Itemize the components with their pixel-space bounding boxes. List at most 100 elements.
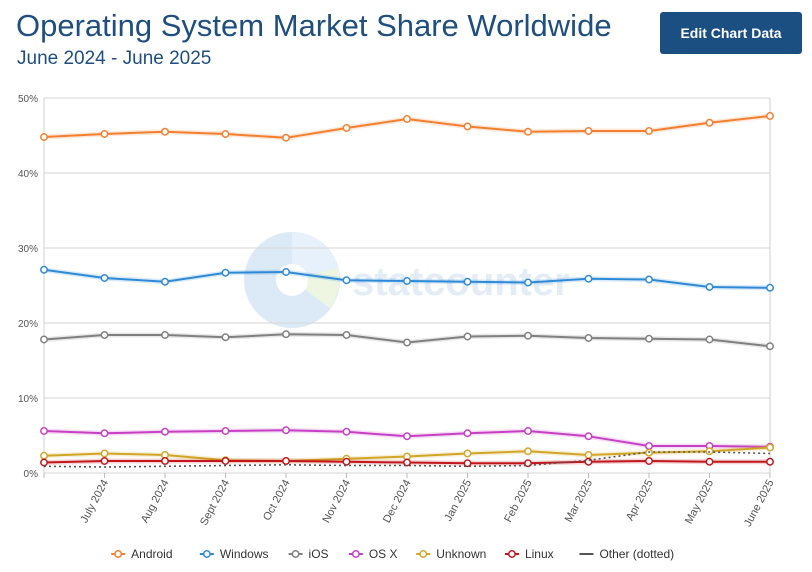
data-point[interactable] [645, 457, 653, 465]
data-point[interactable] [342, 427, 351, 436]
data-point[interactable] [463, 459, 472, 468]
data-point[interactable] [282, 133, 290, 142]
data-point[interactable] [705, 118, 714, 127]
data-point[interactable] [342, 457, 351, 466]
data-point[interactable] [645, 275, 653, 284]
data-point[interactable] [524, 447, 532, 456]
data-point[interactable] [282, 330, 290, 339]
data-point[interactable] [584, 334, 593, 342]
data-point[interactable] [221, 427, 230, 435]
data-point[interactable] [766, 443, 774, 452]
legend-label: Windows [220, 547, 269, 561]
data-point[interactable] [524, 278, 532, 287]
data-point[interactable] [463, 332, 472, 341]
data-point[interactable] [645, 334, 653, 343]
data-point[interactable] [463, 122, 472, 131]
data-point[interactable] [584, 451, 593, 459]
data-point[interactable] [40, 133, 48, 141]
data-point[interactable] [463, 429, 472, 438]
data-point[interactable] [282, 457, 290, 465]
data-point[interactable] [221, 333, 230, 342]
data-point[interactable] [40, 335, 48, 344]
x-tick-label: Aug 2024 [139, 478, 172, 525]
x-tick-label: May 2025 [683, 478, 716, 526]
data-point[interactable] [221, 457, 230, 465]
data-point[interactable] [40, 458, 48, 467]
legend-item-os-x[interactable]: OS X [348, 547, 398, 561]
legend-label: OS X [369, 547, 398, 561]
x-tick-label: Dec 2024 [381, 478, 414, 525]
data-point[interactable] [524, 427, 532, 435]
legend-item-android[interactable]: Android [111, 547, 173, 561]
legend-label: Other (dotted) [599, 547, 674, 561]
series-line [43, 451, 771, 468]
data-point[interactable] [161, 127, 169, 136]
y-tick-label: 50% [18, 94, 38, 105]
data-point[interactable] [40, 265, 48, 274]
data-point[interactable] [40, 451, 48, 460]
data-point[interactable] [161, 427, 169, 436]
data-point[interactable] [403, 338, 411, 347]
edit-chart-data-button[interactable]: Edit Chart Data [660, 12, 802, 54]
legend-item-other-dotted[interactable]: Other (dotted) [579, 547, 674, 561]
watermark-logo-segment [292, 232, 338, 280]
legend-marker [291, 550, 300, 558]
chart-gridlines [44, 97, 770, 474]
data-point[interactable] [766, 457, 774, 466]
data-point[interactable] [766, 283, 774, 292]
data-point[interactable] [463, 449, 472, 458]
data-point[interactable] [161, 331, 169, 339]
data-point[interactable] [584, 432, 593, 441]
chart-legend: Android Windows iOS OS X Unknown Linux Other (… [111, 547, 674, 561]
data-point[interactable] [342, 124, 351, 132]
data-point[interactable] [100, 130, 109, 138]
data-point[interactable] [342, 331, 351, 339]
data-point[interactable] [463, 277, 472, 286]
series-os-x [40, 426, 774, 451]
data-point[interactable] [584, 274, 593, 283]
page-title: Operating System Market Share Worldwide [16, 8, 612, 43]
data-point[interactable] [766, 342, 774, 351]
series-linux [40, 457, 774, 468]
data-point[interactable] [221, 268, 230, 277]
data-point[interactable] [40, 427, 48, 435]
data-point[interactable] [403, 432, 411, 441]
data-point[interactable] [161, 457, 169, 465]
data-point[interactable] [584, 127, 593, 135]
legend-marker [202, 550, 211, 558]
legend-marker [419, 550, 428, 558]
data-point[interactable] [403, 277, 411, 285]
data-point[interactable] [645, 127, 653, 135]
data-point[interactable] [100, 449, 109, 458]
x-tick-label: Mar 2025 [563, 478, 595, 525]
data-point[interactable] [524, 331, 532, 340]
y-tick-label: 40% [18, 169, 38, 180]
legend-item-windows[interactable]: Windows [199, 547, 269, 561]
data-point[interactable] [705, 457, 714, 466]
data-point[interactable] [705, 335, 714, 344]
y-tick-label: 10% [18, 394, 38, 405]
data-point[interactable] [342, 276, 351, 285]
legend-item-linux[interactable]: Linux [504, 547, 554, 561]
data-point[interactable] [100, 429, 109, 438]
data-point[interactable] [766, 112, 774, 120]
data-point[interactable] [100, 331, 109, 339]
legend-item-unknown[interactable]: Unknown [416, 547, 486, 561]
series-android [40, 112, 774, 142]
data-point[interactable] [221, 130, 230, 138]
legend-label: Unknown [436, 547, 486, 561]
x-tick-label: Apr 2025 [624, 478, 656, 523]
data-point[interactable] [161, 277, 169, 286]
data-point[interactable] [705, 283, 714, 291]
data-point[interactable] [524, 127, 532, 136]
series-windows [40, 265, 774, 292]
data-point[interactable] [645, 442, 653, 450]
data-point[interactable] [403, 115, 411, 123]
data-point[interactable] [100, 457, 109, 465]
legend-item-ios[interactable]: iOS [288, 547, 329, 561]
data-point[interactable] [403, 458, 411, 467]
data-point[interactable] [584, 457, 593, 466]
data-point[interactable] [100, 274, 109, 282]
data-point[interactable] [282, 268, 290, 276]
data-point[interactable] [282, 426, 290, 435]
